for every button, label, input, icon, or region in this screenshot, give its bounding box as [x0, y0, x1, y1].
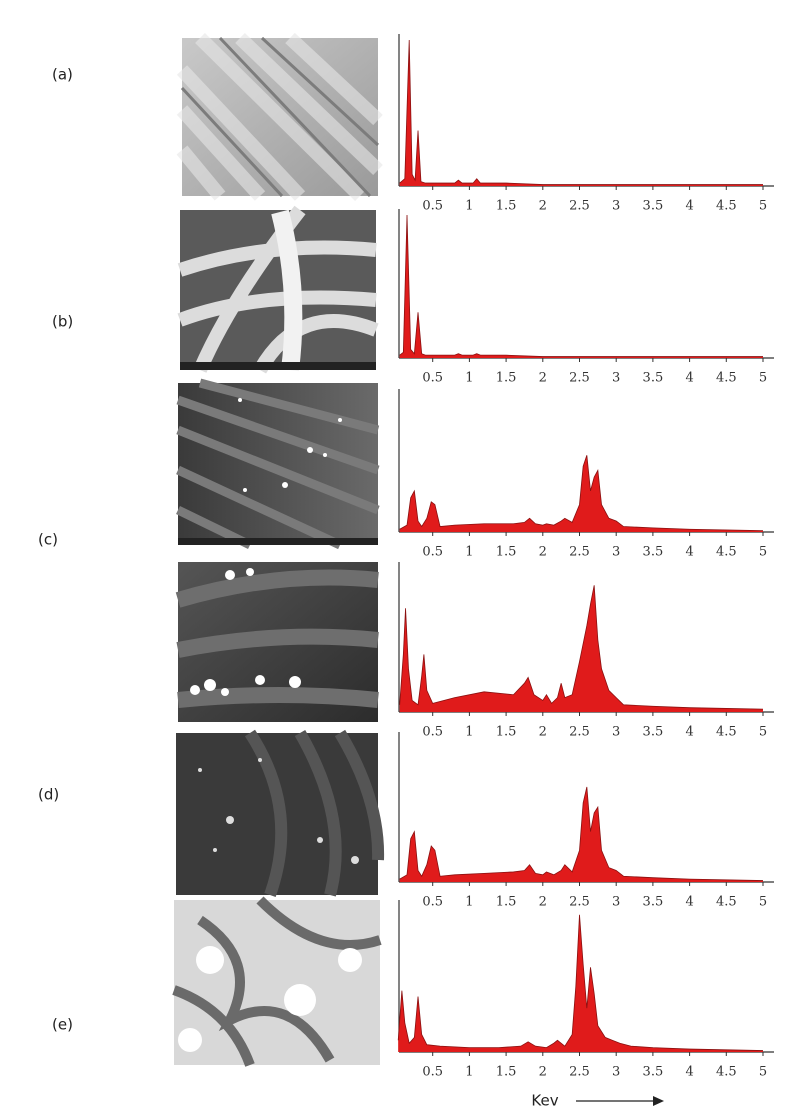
spectrum-line: [399, 585, 763, 710]
x-tick-label: 3: [612, 1065, 620, 1080]
x-tick-label: 4.5: [716, 1065, 737, 1080]
x-tick-label: 2: [539, 725, 547, 740]
x-tick-label: 0.5: [422, 199, 443, 214]
sem-image-e: [172, 896, 382, 1067]
x-tick-label: 4: [685, 199, 693, 214]
panel-label: (b): [52, 313, 73, 331]
x-tick-label: 1: [465, 371, 473, 386]
area-fill: [399, 40, 763, 186]
x-tick-label: 3.5: [643, 545, 664, 560]
x-tick-label: 0.5: [422, 545, 443, 560]
x-tick-label: 4: [685, 371, 693, 386]
x-tick-label: 4: [685, 1065, 693, 1080]
x-tick-label: 1.5: [496, 545, 517, 560]
x-tick-label: 3: [612, 545, 620, 560]
x-tick-label: 2.5: [569, 1065, 590, 1080]
area-fill: [399, 215, 763, 358]
sem-image-c: [176, 378, 380, 550]
x-tick-label: 5: [759, 725, 767, 740]
area-fill: [398, 914, 763, 1052]
spectra: 0.5 1 1.5 2 2.5 3 3.5 4 4.5 5 0.5 1 1.5 2 2.5 3 3.5 4 4.5 5…: [397, 34, 774, 1110]
x-tick-label: 1.5: [496, 199, 517, 214]
x-tick-label: 1: [465, 199, 473, 214]
x-tick-label: 1.5: [496, 1065, 517, 1080]
x-tick-label: 4.5: [716, 895, 737, 910]
x-tick-label: 2.5: [569, 895, 590, 910]
x-tick-label: 4.5: [716, 545, 737, 560]
x-tick-label: 5: [759, 371, 767, 386]
x-tick-label: 3.5: [643, 1065, 664, 1080]
x-tick-label: 1: [465, 895, 473, 910]
area-fill: [399, 455, 763, 532]
x-tick-label: 3.5: [643, 725, 664, 740]
x-tick-label: 1: [465, 1065, 473, 1080]
x-tick-label: 3: [612, 199, 620, 214]
x-tick-label: 3: [612, 371, 620, 386]
x-tick-label: 2.5: [569, 545, 590, 560]
area-fill: [399, 585, 763, 712]
panel-label: (a): [52, 66, 73, 84]
x-tick-label: 1.5: [496, 371, 517, 386]
x-tick-label: 5: [759, 199, 767, 214]
x-tick-label: 1: [465, 725, 473, 740]
x-tick-label: 0.5: [422, 371, 443, 386]
x-tick-label: 2: [539, 895, 547, 910]
spectrum-line: [397, 914, 763, 1051]
sem-image-b: [177, 205, 379, 374]
x-tick-label: 5: [759, 895, 767, 910]
x-tick-label: 2: [539, 371, 547, 386]
x-tick-label: 1.5: [496, 725, 517, 740]
area-fill: [399, 786, 763, 882]
x-tick-label: 2: [539, 545, 547, 560]
x-tick-label: 4.5: [716, 725, 737, 740]
x-tick-label: 4: [685, 545, 693, 560]
x-tick-label: 2: [539, 199, 547, 214]
spectrum-line: [399, 786, 763, 881]
panel-label: (d): [38, 786, 59, 804]
x-tick-label: 1.5: [496, 895, 517, 910]
spectrum-line: [399, 39, 763, 185]
x-tick-label: 5: [759, 545, 767, 560]
x-tick-label: 2: [539, 1065, 547, 1080]
x-tick-label: 3: [612, 725, 620, 740]
x-tick-label: 2.5: [569, 725, 590, 740]
spectrum-line: [399, 455, 763, 532]
x-tick-label: 2.5: [569, 199, 590, 214]
x-tick-label: 5: [759, 1065, 767, 1080]
x-tick-label: 2.5: [569, 371, 590, 386]
x-tick-label: 3.5: [643, 895, 664, 910]
x-axis-label: Kev: [531, 1092, 558, 1110]
x-tick-label: 4.5: [716, 199, 737, 214]
x-tick-label: 3.5: [643, 371, 664, 386]
arrow-head: [653, 1096, 664, 1106]
x-tick-label: 0.5: [422, 1065, 443, 1080]
panel-label: (e): [52, 1016, 73, 1034]
sem-image-d1: [175, 562, 379, 722]
sem-image-d2: [176, 729, 385, 897]
x-tick-label: 4: [685, 725, 693, 740]
x-tick-label: 0.5: [422, 725, 443, 740]
spectrum-line: [399, 214, 763, 357]
x-tick-label: 3.5: [643, 199, 664, 214]
x-tick-label: 0.5: [422, 895, 443, 910]
x-tick-label: 1: [465, 545, 473, 560]
x-tick-label: 4.5: [716, 371, 737, 386]
x-tick-label: 4: [685, 895, 693, 910]
sem-image-a: [176, 32, 383, 201]
x-tick-label: 3: [612, 895, 620, 910]
panel-label: (c): [38, 531, 58, 549]
